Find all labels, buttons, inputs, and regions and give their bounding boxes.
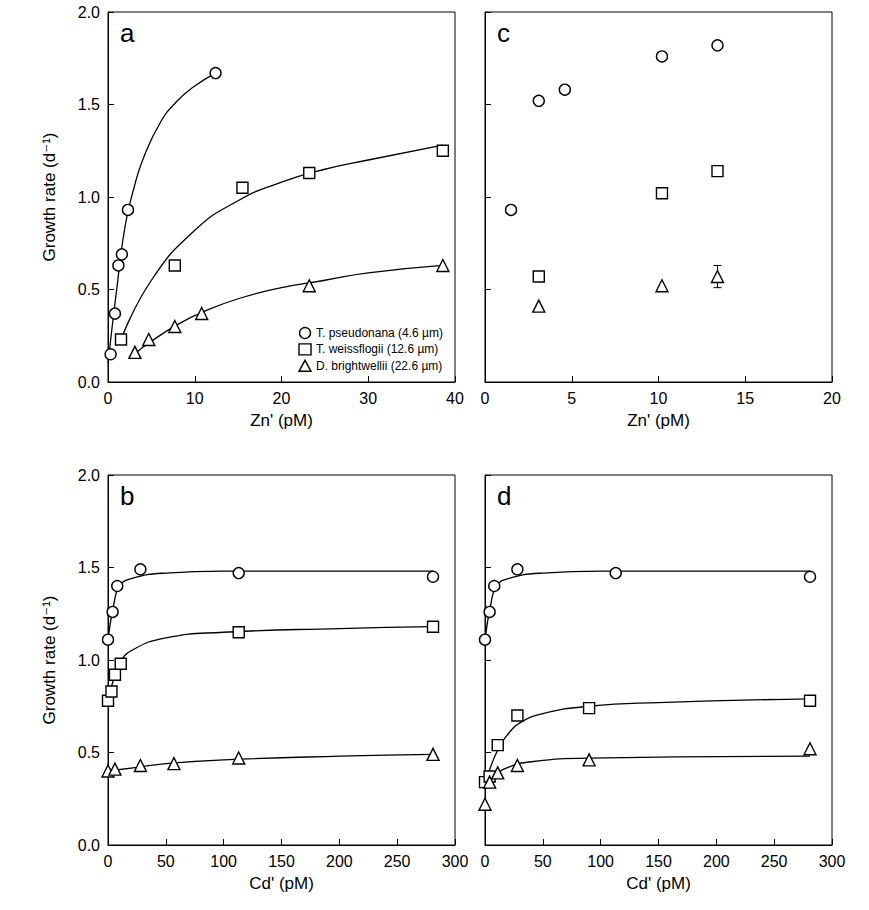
svg-text:50: 50: [534, 853, 552, 870]
svg-text:D. brightwellii (22.6 µm): D. brightwellii (22.6 µm): [316, 359, 442, 373]
svg-text:40: 40: [446, 390, 464, 407]
svg-text:150: 150: [268, 853, 295, 870]
svg-text:0: 0: [481, 853, 490, 870]
svg-text:0: 0: [104, 390, 113, 407]
svg-text:0: 0: [104, 853, 113, 870]
svg-text:Zn' (pM): Zn' (pM): [250, 411, 313, 430]
svg-text:200: 200: [326, 853, 353, 870]
svg-text:0.5: 0.5: [78, 281, 100, 298]
svg-text:15: 15: [736, 390, 754, 407]
svg-text:250: 250: [761, 853, 788, 870]
svg-text:200: 200: [703, 853, 730, 870]
svg-text:2.0: 2.0: [78, 4, 100, 21]
svg-text:c: c: [497, 18, 510, 48]
svg-text:T. weissflogii (12.6 µm): T. weissflogii (12.6 µm): [316, 342, 438, 356]
svg-text:a: a: [120, 18, 135, 48]
svg-text:50: 50: [157, 853, 175, 870]
svg-text:Cd' (pM): Cd' (pM): [626, 874, 691, 893]
svg-text:b: b: [120, 481, 134, 511]
svg-text:100: 100: [210, 853, 237, 870]
svg-text:300: 300: [819, 853, 846, 870]
svg-text:d: d: [497, 481, 511, 511]
svg-text:0.0: 0.0: [78, 837, 100, 854]
svg-text:1.0: 1.0: [78, 189, 100, 206]
svg-text:150: 150: [645, 853, 672, 870]
svg-text:10: 10: [186, 390, 204, 407]
svg-text:2.0: 2.0: [78, 467, 100, 484]
svg-text:0.5: 0.5: [78, 744, 100, 761]
svg-text:20: 20: [273, 390, 291, 407]
svg-text:Growth rate (d⁻¹): Growth rate (d⁻¹): [40, 596, 59, 725]
svg-text:Growth rate (d⁻¹): Growth rate (d⁻¹): [40, 133, 59, 262]
svg-text:250: 250: [384, 853, 411, 870]
svg-text:20: 20: [823, 390, 841, 407]
svg-text:300: 300: [442, 853, 469, 870]
svg-text:Cd' (pM): Cd' (pM): [249, 874, 314, 893]
svg-text:0.0: 0.0: [78, 374, 100, 391]
svg-text:1.0: 1.0: [78, 652, 100, 669]
svg-text:1.5: 1.5: [78, 559, 100, 576]
svg-text:10: 10: [650, 390, 668, 407]
svg-text:Zn' (pM): Zn' (pM): [627, 411, 690, 430]
svg-text:30: 30: [359, 390, 377, 407]
svg-text:0: 0: [481, 390, 490, 407]
svg-text:T. pseudonana (4.6 µm): T. pseudonana (4.6 µm): [316, 326, 443, 340]
svg-text:5: 5: [567, 390, 576, 407]
svg-text:1.5: 1.5: [78, 96, 100, 113]
svg-text:100: 100: [587, 853, 614, 870]
